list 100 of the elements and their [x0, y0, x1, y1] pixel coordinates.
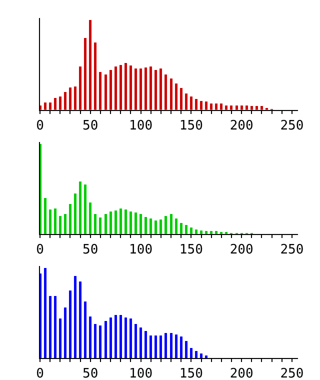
bar: [180, 88, 182, 110]
bar: [144, 216, 148, 234]
bar: [160, 336, 162, 358]
bar: [170, 214, 172, 234]
bar: [114, 66, 117, 110]
x-tick-label: 0: [36, 366, 44, 380]
bar: [109, 318, 112, 358]
bar: [74, 276, 77, 358]
bar: [160, 220, 162, 234]
bar: [119, 208, 122, 234]
bar: [99, 326, 102, 358]
bar: [119, 314, 122, 358]
x-tick-label: 0: [36, 118, 44, 134]
x-tick-label: 150: [179, 118, 203, 134]
bar: [114, 314, 117, 358]
bar: [140, 214, 142, 234]
bar: [154, 220, 158, 234]
bar: [104, 321, 107, 358]
bar: [184, 340, 188, 358]
bar: [154, 70, 158, 110]
bar: [144, 331, 148, 358]
bar: [205, 102, 208, 110]
x-tick-label: 200: [230, 366, 254, 380]
bar: [129, 66, 132, 110]
bar: [54, 208, 56, 234]
bar: [94, 42, 97, 110]
bar: [140, 327, 142, 358]
bar: [68, 290, 72, 358]
bar: [255, 106, 258, 110]
bar: [124, 210, 127, 234]
bar: [150, 218, 152, 234]
x-tick-label: 250: [280, 242, 304, 258]
bar: [220, 104, 223, 110]
bar: [150, 336, 152, 358]
bar: [89, 316, 92, 358]
bar: [205, 355, 208, 358]
bar: [190, 348, 192, 358]
bar: [94, 324, 97, 358]
x-tick-label: 200: [230, 118, 254, 134]
bar: [89, 202, 92, 234]
bar: [79, 282, 82, 358]
bar: [74, 86, 77, 110]
bar: [114, 210, 117, 234]
bar: [99, 218, 102, 234]
bar: [200, 354, 203, 358]
bar: [68, 87, 72, 110]
bar: [180, 223, 182, 234]
bar: [210, 231, 213, 234]
bar: [109, 211, 112, 234]
bar: [200, 100, 203, 110]
bar: [64, 308, 66, 358]
bar: [170, 78, 172, 110]
bar: [68, 204, 72, 234]
bar: [180, 336, 182, 358]
bar: [160, 68, 162, 110]
bar: [164, 332, 168, 358]
bar: [129, 318, 132, 358]
x-tick-label: 150: [179, 242, 203, 258]
bar: [124, 318, 127, 358]
bar: [54, 296, 56, 358]
bar: [134, 324, 137, 358]
x-tick-label: 100: [129, 242, 153, 258]
bar: [58, 216, 62, 234]
bar: [210, 104, 213, 110]
bar: [140, 68, 142, 110]
bar: [74, 193, 77, 234]
bar: [174, 218, 178, 234]
bar: [184, 224, 188, 234]
bar: [190, 228, 192, 234]
bar: [64, 92, 66, 110]
bar: [84, 184, 87, 234]
bar: [215, 104, 218, 110]
bar: [44, 268, 46, 358]
bar: [170, 332, 172, 358]
x-tick-label: 50: [82, 118, 98, 134]
bar: [260, 106, 263, 110]
bar: [48, 296, 52, 358]
bar: [129, 211, 132, 234]
bar: [58, 318, 62, 358]
bar: [194, 99, 198, 110]
bar: [190, 96, 192, 110]
bar: [144, 68, 148, 110]
x-tick-label: 250: [280, 118, 304, 134]
bar: [134, 68, 137, 110]
bar: [150, 66, 152, 110]
x-tick-label: 100: [129, 118, 153, 134]
bar: [84, 38, 87, 110]
bar: [205, 231, 208, 234]
x-tick-label: 250: [280, 366, 304, 380]
bar: [104, 74, 107, 110]
bar: [174, 84, 178, 110]
x-tick-label: 100: [129, 366, 153, 380]
bar: [164, 216, 168, 234]
x-tick-label: 50: [82, 366, 98, 380]
bar: [79, 66, 82, 110]
bar: [79, 182, 82, 234]
bar: [84, 301, 87, 358]
bar: [164, 74, 168, 110]
bar: [154, 336, 158, 358]
bar: [124, 63, 127, 110]
